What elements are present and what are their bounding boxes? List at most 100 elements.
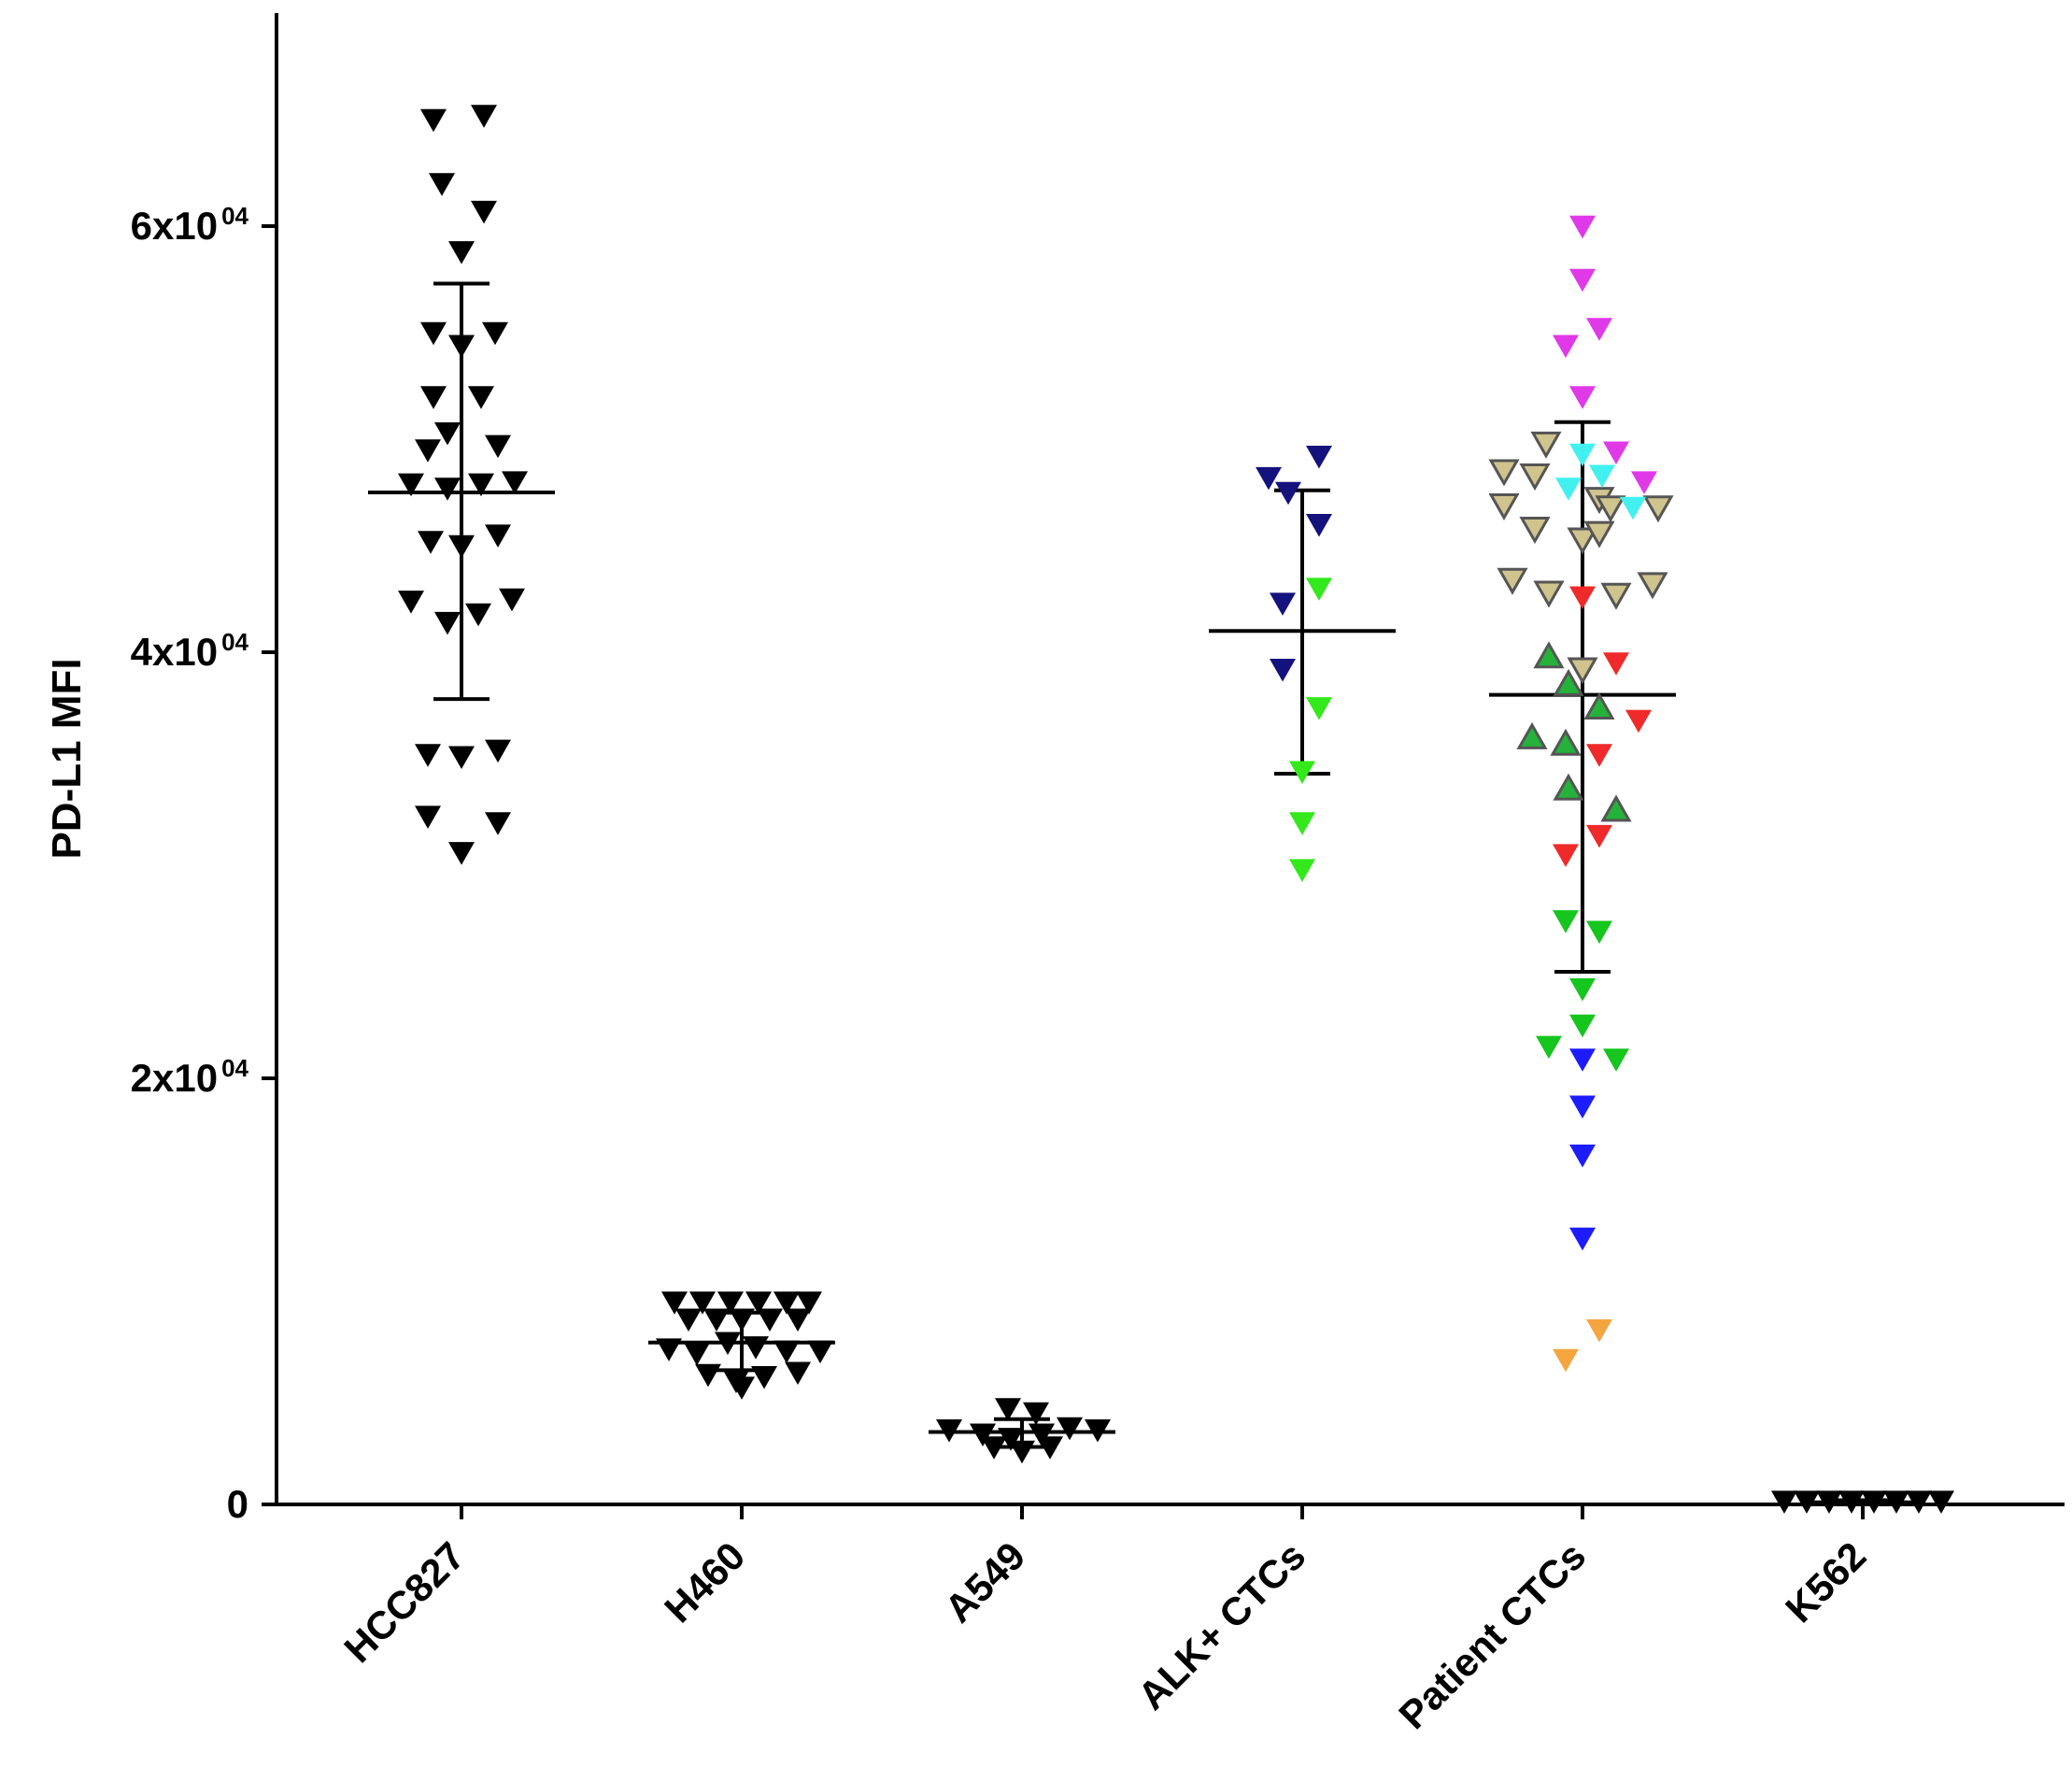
data-point bbox=[773, 1340, 800, 1364]
data-point bbox=[684, 1342, 710, 1366]
data-point bbox=[1567, 527, 1598, 555]
error-bars bbox=[368, 281, 1919, 1506]
data-point bbox=[1519, 463, 1551, 492]
data-point bbox=[1631, 471, 1657, 494]
data-point bbox=[1289, 761, 1315, 784]
data-point bbox=[434, 611, 461, 635]
data-point bbox=[1553, 910, 1579, 933]
data-point bbox=[465, 603, 491, 627]
data-point bbox=[1583, 520, 1615, 549]
x-tick-label: HCC827 bbox=[335, 1533, 473, 1671]
data-point bbox=[1569, 1048, 1596, 1072]
data-point bbox=[785, 1361, 811, 1385]
data-point bbox=[502, 471, 528, 494]
data-point bbox=[1553, 668, 1584, 696]
y-tick-label-base: 6x10 bbox=[131, 204, 218, 248]
data-points bbox=[398, 105, 1954, 1514]
data-point bbox=[1497, 567, 1528, 595]
data-point bbox=[1586, 1318, 1612, 1343]
data-point bbox=[429, 173, 455, 196]
data-point bbox=[1530, 431, 1562, 459]
y-tick-label-exponent: 04 bbox=[221, 1054, 248, 1082]
data-point bbox=[1488, 492, 1520, 521]
data-point bbox=[1838, 1490, 1865, 1514]
data-point bbox=[936, 1419, 962, 1443]
data-point bbox=[1553, 335, 1579, 358]
data-point bbox=[695, 1363, 721, 1388]
data-point bbox=[807, 1340, 833, 1364]
data-point bbox=[499, 588, 525, 612]
data-point bbox=[1009, 1440, 1035, 1464]
data-point bbox=[1603, 652, 1629, 676]
data-point bbox=[1637, 572, 1668, 600]
data-point bbox=[995, 1398, 1021, 1421]
data-point bbox=[415, 744, 441, 767]
data-point bbox=[1289, 859, 1315, 882]
data-point bbox=[970, 1423, 996, 1447]
x-tick-label: H460 bbox=[656, 1533, 753, 1631]
data-point bbox=[485, 812, 511, 835]
data-point bbox=[471, 105, 497, 128]
y-tick-label: 4x10 04 bbox=[131, 628, 249, 674]
data-point bbox=[1569, 1095, 1596, 1118]
y-tick-label-exponent: 04 bbox=[221, 202, 248, 230]
data-point bbox=[1306, 577, 1332, 601]
data-point bbox=[661, 1291, 688, 1315]
data-point bbox=[398, 591, 424, 614]
data-point bbox=[1533, 580, 1565, 608]
data-point bbox=[1816, 1490, 1842, 1514]
data-point bbox=[448, 241, 475, 264]
data-point bbox=[1519, 517, 1551, 545]
data-point bbox=[1883, 1490, 1909, 1514]
x-tick-label: A549 bbox=[936, 1533, 1033, 1631]
data-point bbox=[1906, 1490, 1932, 1514]
data-point bbox=[743, 1336, 769, 1360]
y-tick-label-base: 0 bbox=[227, 1482, 248, 1526]
data-point bbox=[998, 1428, 1024, 1451]
data-point bbox=[448, 335, 475, 358]
data-point bbox=[1567, 657, 1598, 685]
y-tick-label: 6x10 04 bbox=[131, 202, 249, 248]
data-point bbox=[471, 200, 497, 224]
data-point bbox=[420, 108, 447, 133]
data-point bbox=[434, 421, 461, 446]
data-point bbox=[448, 534, 475, 559]
data-point bbox=[1586, 318, 1612, 341]
data-point bbox=[675, 1308, 702, 1332]
y-tick-label-base: 2x10 bbox=[131, 1056, 218, 1100]
data-point bbox=[1586, 824, 1612, 848]
data-point bbox=[1642, 495, 1674, 523]
data-point bbox=[448, 746, 475, 770]
data-point bbox=[689, 1291, 716, 1315]
axes bbox=[275, 13, 2065, 1506]
data-point bbox=[1569, 215, 1596, 239]
data-point bbox=[1555, 477, 1582, 501]
data-point bbox=[468, 473, 494, 497]
data-point bbox=[1583, 691, 1615, 720]
data-point bbox=[1550, 728, 1582, 756]
x-tick-label: Patient CTCs bbox=[1390, 1533, 1594, 1737]
data-point bbox=[1569, 268, 1596, 292]
data-point bbox=[420, 386, 447, 409]
data-point bbox=[1306, 446, 1332, 469]
data-point bbox=[1553, 773, 1584, 801]
data-point bbox=[1625, 709, 1652, 734]
data-point bbox=[415, 805, 441, 829]
y-tick-label: 0 bbox=[227, 1482, 248, 1526]
x-tick-label: ALK+ CTCs bbox=[1129, 1533, 1313, 1717]
data-point bbox=[1569, 1227, 1596, 1251]
data-point bbox=[1037, 1436, 1063, 1460]
x-axis-ticks: HCC827 H460 A549 ALK+ CTCs Patient CTCs K562 bbox=[335, 1504, 1874, 1737]
data-point bbox=[1928, 1490, 1954, 1514]
data-point bbox=[1603, 441, 1629, 464]
data-point bbox=[1533, 641, 1565, 669]
data-point bbox=[1569, 443, 1596, 467]
data-point bbox=[468, 386, 494, 409]
data-point bbox=[1600, 582, 1632, 610]
data-point bbox=[1488, 459, 1520, 487]
data-point bbox=[420, 321, 447, 346]
data-point bbox=[773, 1291, 800, 1315]
data-point bbox=[1553, 1348, 1579, 1373]
